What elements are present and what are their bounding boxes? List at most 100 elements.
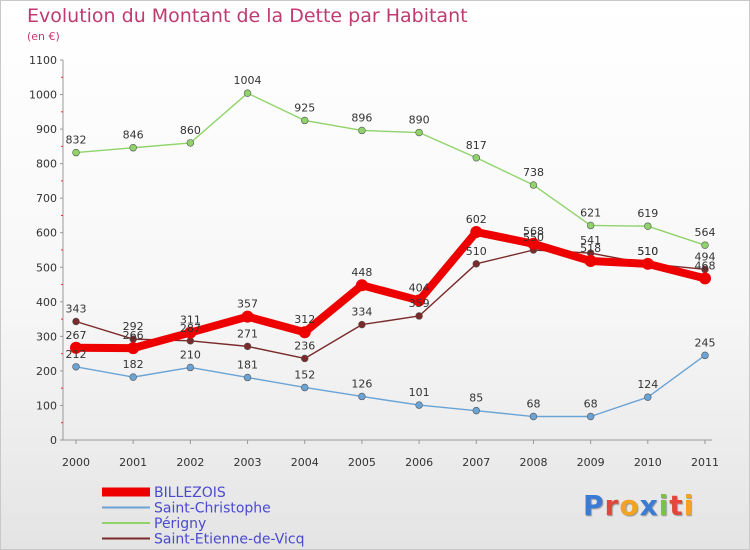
x-tick-label: 2006 xyxy=(405,456,433,469)
data-point xyxy=(186,363,195,372)
data-label: 292 xyxy=(123,320,144,333)
data-point xyxy=(72,317,80,326)
x-tick-label: 2003 xyxy=(234,456,262,469)
data-label: 541 xyxy=(580,234,601,247)
data-label: 124 xyxy=(637,378,658,391)
data-point xyxy=(415,128,423,137)
data-point xyxy=(129,144,137,152)
y-tick-label: 600 xyxy=(36,227,57,240)
data-point xyxy=(72,363,80,371)
data-label: 182 xyxy=(123,358,144,371)
data-point xyxy=(586,221,595,230)
y-tick-label: 800 xyxy=(36,158,57,171)
data-label: 68 xyxy=(584,398,598,411)
data-point xyxy=(529,412,538,421)
data-point xyxy=(701,351,709,360)
data-label: 212 xyxy=(66,348,87,361)
data-point xyxy=(72,148,80,157)
series-line-p-rigny xyxy=(75,92,706,246)
x-tick-label: 2001 xyxy=(119,456,147,469)
data-point xyxy=(358,320,366,329)
data-point xyxy=(355,279,368,292)
data-label: 68 xyxy=(526,398,540,411)
data-label: 621 xyxy=(580,206,601,219)
data-label: 210 xyxy=(180,348,201,361)
data-label: 896 xyxy=(351,111,372,124)
data-label: 890 xyxy=(409,114,430,127)
logo-letter: i xyxy=(683,489,695,522)
data-point xyxy=(243,89,252,97)
data-label: 564 xyxy=(695,226,716,239)
x-tick-label: 2000 xyxy=(62,456,90,469)
series-line-billezois xyxy=(75,228,706,353)
data-label: 334 xyxy=(351,306,372,319)
data-label: 312 xyxy=(294,313,315,326)
data-point xyxy=(298,326,311,339)
data-label: 817 xyxy=(466,139,487,152)
data-label: 568 xyxy=(523,225,544,238)
legend-label: Périgny xyxy=(154,516,206,532)
data-point xyxy=(529,181,538,189)
data-label: 602 xyxy=(466,213,487,226)
data-point xyxy=(186,139,195,147)
data-point xyxy=(701,241,709,249)
logo-letter: o xyxy=(619,489,640,522)
y-tick-label: 400 xyxy=(36,296,57,309)
data-label: 832 xyxy=(66,134,87,147)
data-label: 510 xyxy=(637,245,658,258)
data-label: 925 xyxy=(294,101,315,114)
data-label: 126 xyxy=(351,377,372,390)
series-line-saint-etienne-de-vicq xyxy=(75,249,706,360)
data-label: 236 xyxy=(294,339,315,352)
data-point xyxy=(584,255,597,268)
data-point xyxy=(413,294,426,307)
data-label: 357 xyxy=(237,298,258,311)
legend-label: Saint-Christophe xyxy=(154,501,271,517)
data-label: 738 xyxy=(523,166,544,179)
legend: BILLEZOISSaint-ChristophePérignySaint-Et… xyxy=(102,485,305,548)
data-point xyxy=(301,116,309,125)
x-tick-label: 2010 xyxy=(634,456,662,469)
axes: 0 100 200 300 400 500 600 700 800 900 1000 1100 2000… xyxy=(29,54,719,469)
series-line-saint-christophe xyxy=(75,354,706,418)
y-tick-label: 1000 xyxy=(29,89,57,102)
data-label: 550 xyxy=(523,231,544,244)
data-labels: 832 846 860 1004 925 896 890 817 738 621 619 564 212… xyxy=(66,74,716,410)
logo-letter: x xyxy=(639,489,659,522)
x-tick-label: 2002 xyxy=(176,456,204,469)
data-point xyxy=(184,326,197,339)
y-tick-label: 0 xyxy=(50,434,57,447)
data-point xyxy=(127,342,140,355)
data-point xyxy=(470,226,483,239)
data-point xyxy=(644,222,652,230)
x-tick-label: 2009 xyxy=(577,456,605,469)
y-tick-label: 500 xyxy=(36,261,57,274)
legend-label: Saint-Etienne-de-Vicq xyxy=(154,532,305,548)
data-label: 271 xyxy=(237,327,258,340)
data-point xyxy=(527,237,540,250)
data-label: 266 xyxy=(123,329,144,342)
data-point xyxy=(415,401,423,409)
data-point xyxy=(243,342,252,351)
data-point xyxy=(358,126,366,135)
data-point xyxy=(301,354,309,363)
data-label: 518 xyxy=(580,242,601,255)
data-label: 287 xyxy=(180,322,201,335)
x-tick-label: 2011 xyxy=(691,456,719,469)
y-tick-label: 100 xyxy=(36,399,57,412)
data-point xyxy=(472,154,480,162)
data-label: 85 xyxy=(469,392,483,405)
data-label: 267 xyxy=(66,329,87,342)
logo-letter: t xyxy=(669,489,684,522)
logo-letter: r xyxy=(604,489,620,522)
data-label: 245 xyxy=(695,336,716,349)
y-tick-label: 900 xyxy=(36,123,57,136)
data-point xyxy=(243,373,252,382)
data-label: 181 xyxy=(237,358,258,371)
data-label: 152 xyxy=(294,368,315,381)
data-point xyxy=(70,341,82,354)
chart-subtitle: (en €) xyxy=(27,30,60,43)
data-label: 510 xyxy=(637,245,658,258)
legend-label: BILLEZOIS xyxy=(154,485,226,501)
